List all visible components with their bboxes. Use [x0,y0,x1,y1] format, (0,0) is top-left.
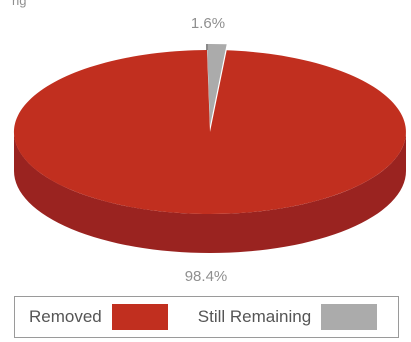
pie-side-removed [14,132,406,253]
legend-label-removed: Removed [29,307,102,326]
data-label-still-remaining: 1.6% [191,15,225,32]
pie-chart: 1.6% 98.4% [13,15,406,285]
legend-label-still-remaining: Still Remaining [197,307,312,326]
data-label-removed: 98.4% [185,268,228,285]
legend: Removed Still Remaining [14,296,399,338]
pie-slice-still-remaining [206,44,227,126]
legend-item-still-remaining: Still Remaining [197,304,378,330]
legend-swatch-still-remaining [321,304,378,330]
legend-swatch-removed [111,304,168,330]
clipped-top-text: ng [12,0,27,8]
pie-slice-removed [13,50,406,215]
legend-item-removed: Removed [29,304,168,330]
